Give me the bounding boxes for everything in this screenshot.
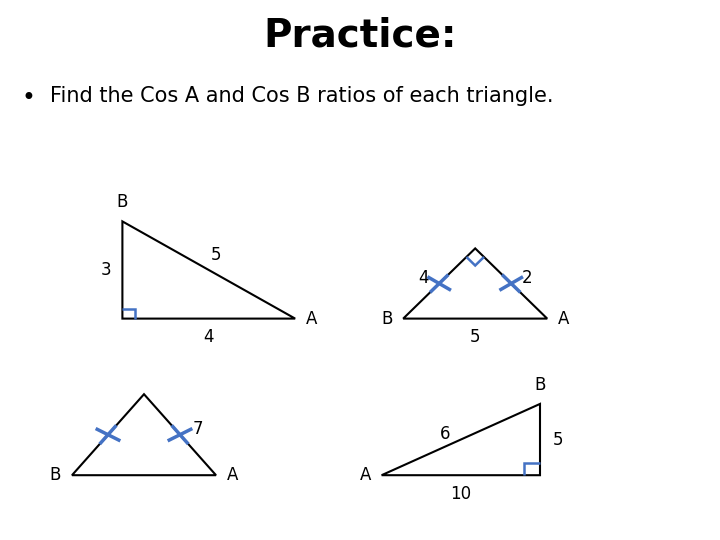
Text: A: A — [558, 309, 570, 328]
Text: Find the Cos A and Cos B ratios of each triangle.: Find the Cos A and Cos B ratios of each … — [50, 86, 554, 106]
Text: Practice:: Practice: — [264, 16, 456, 54]
Text: 10: 10 — [450, 485, 472, 503]
Text: 6: 6 — [439, 425, 450, 443]
Text: B: B — [381, 309, 392, 328]
Text: 5: 5 — [470, 328, 480, 346]
Text: 5: 5 — [553, 430, 564, 449]
Text: B: B — [534, 376, 546, 394]
Text: A: A — [359, 466, 371, 484]
Text: A: A — [227, 466, 238, 484]
Text: B: B — [117, 193, 128, 211]
Text: 2: 2 — [522, 269, 533, 287]
Text: 5: 5 — [211, 246, 221, 264]
Text: B: B — [50, 466, 61, 484]
Text: 7: 7 — [193, 420, 204, 438]
Text: 4: 4 — [418, 269, 428, 287]
Text: A: A — [306, 309, 318, 328]
Text: 3: 3 — [101, 261, 112, 279]
Text: •: • — [22, 86, 35, 110]
Text: 4: 4 — [204, 328, 214, 346]
